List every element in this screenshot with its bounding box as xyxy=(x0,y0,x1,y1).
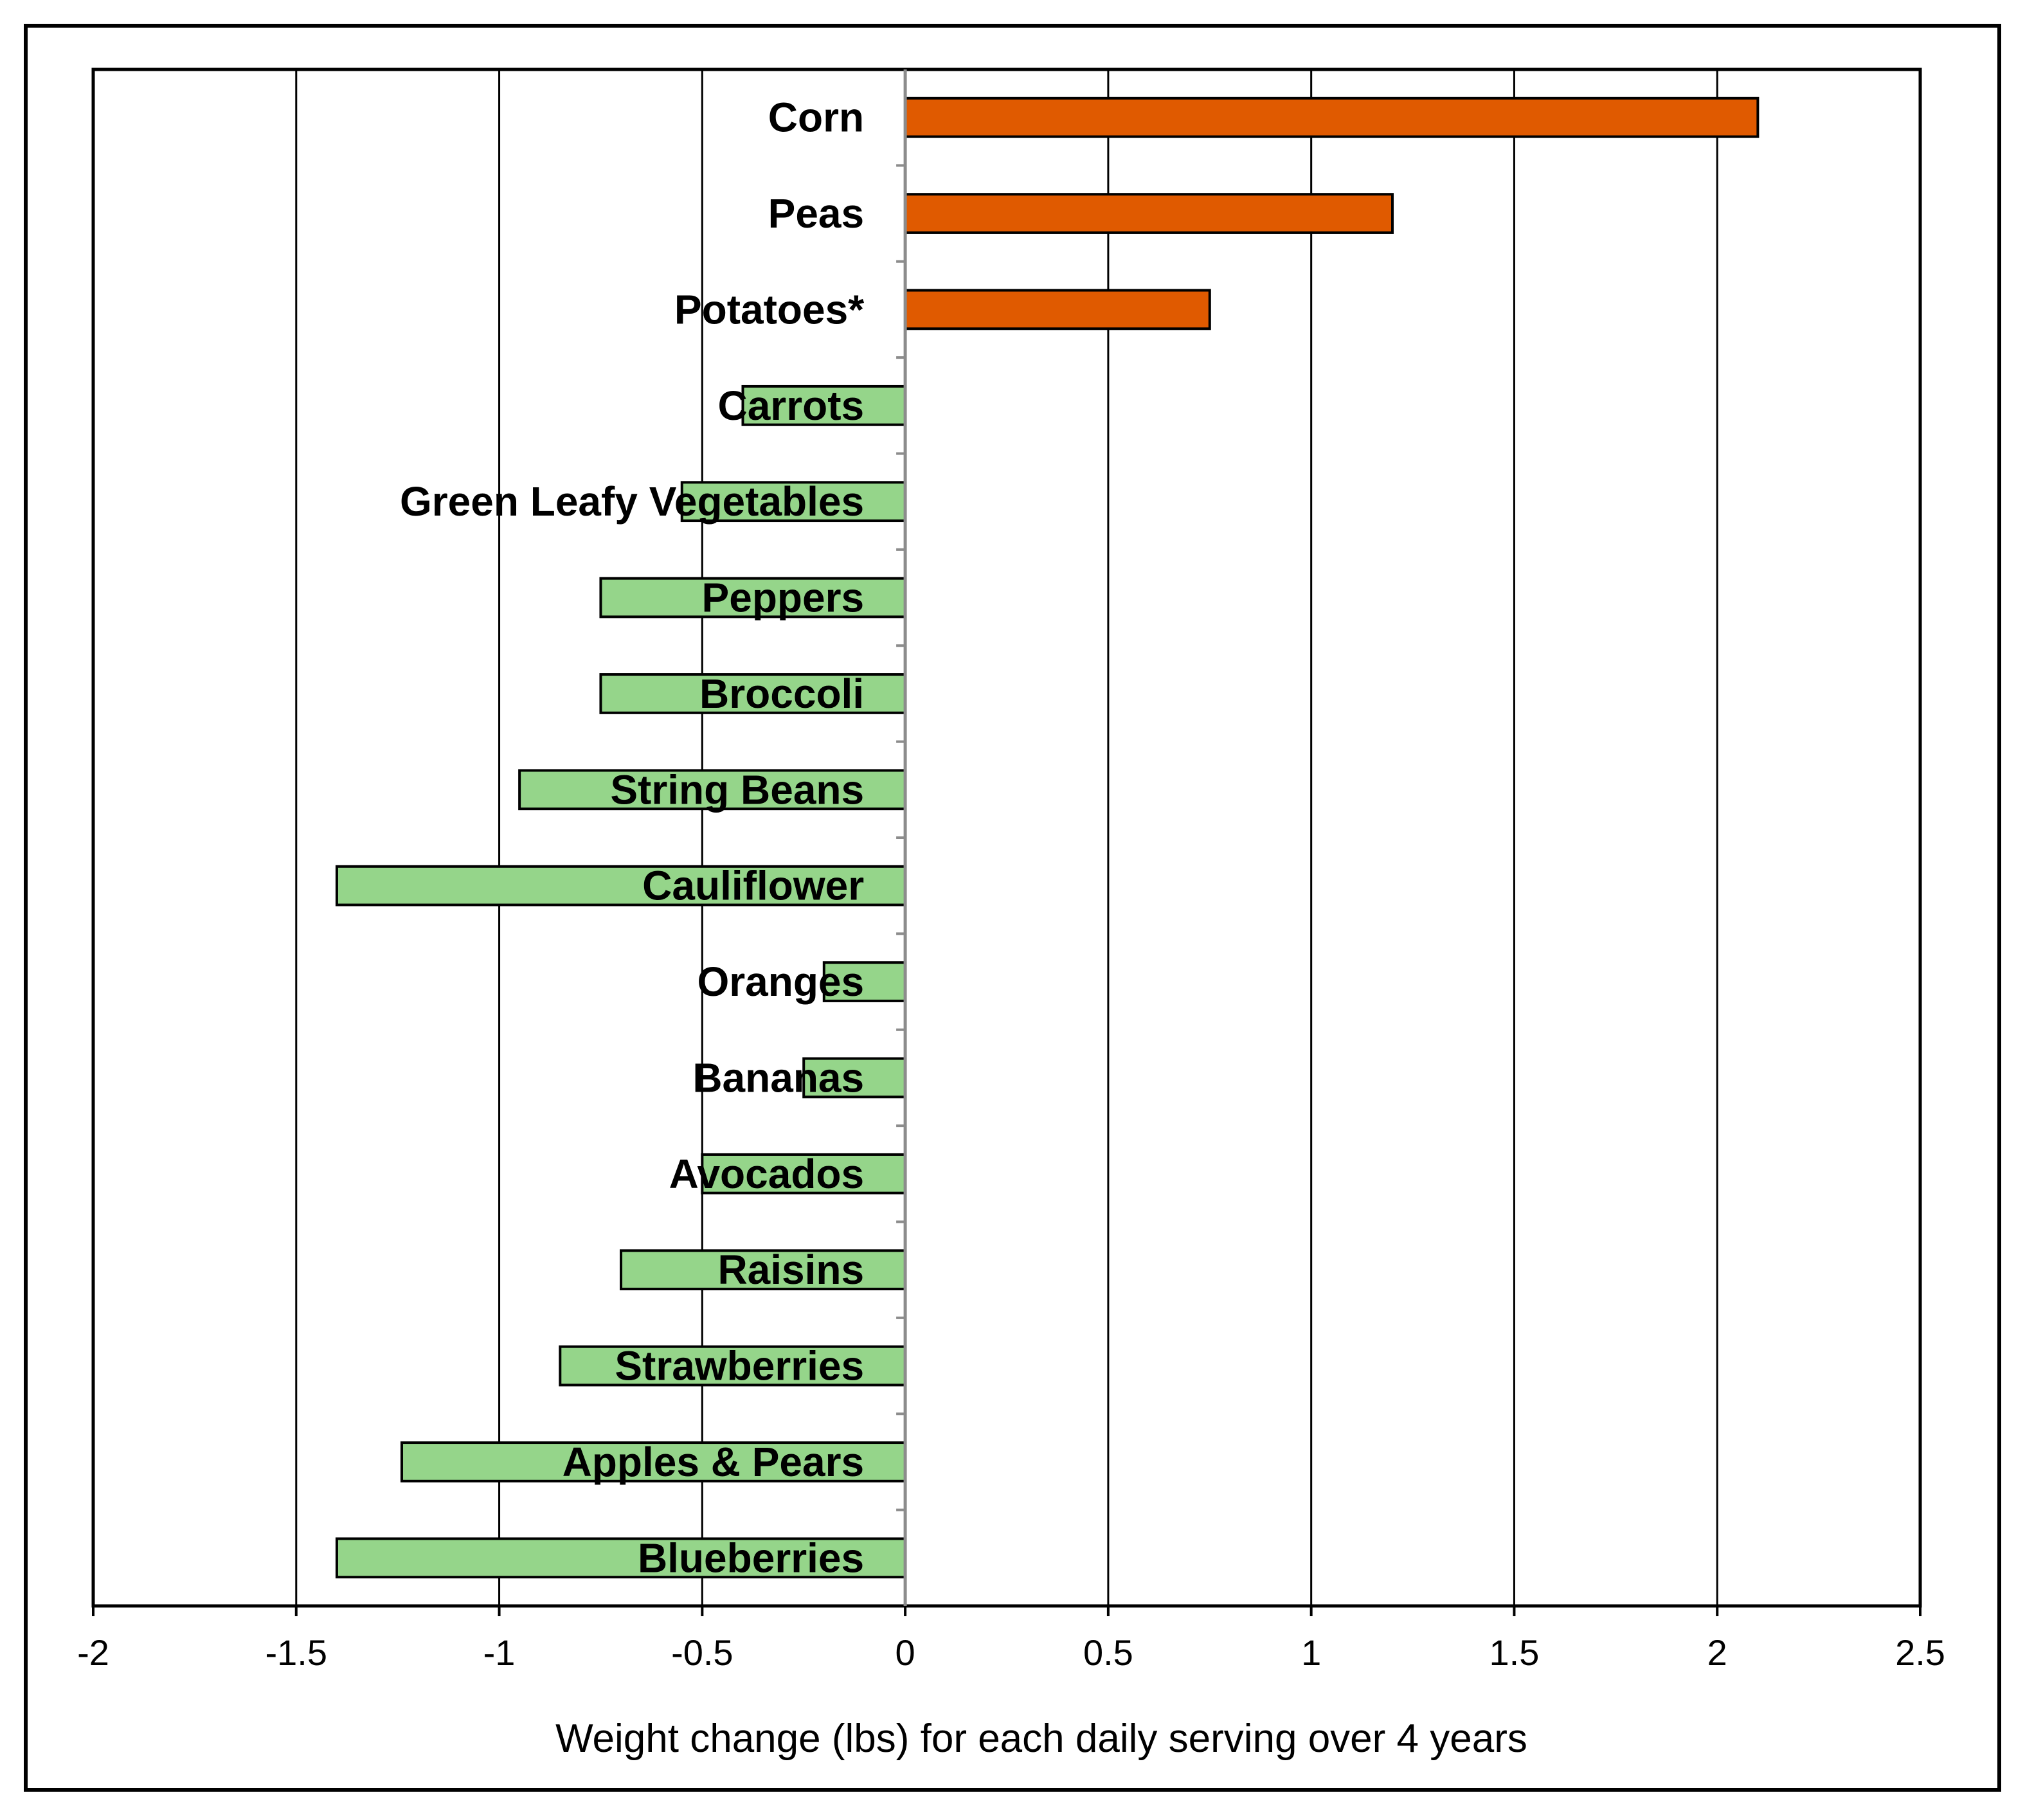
category-labels: Corn Peas Potatoes* Carrots Green Leafy Vege… xyxy=(400,95,864,1581)
category-label: String Beans xyxy=(610,766,864,813)
category-label: Carrots xyxy=(717,383,864,429)
x-tick-label: 1 xyxy=(1301,1632,1321,1673)
bar-string-beans xyxy=(518,769,907,811)
bar-peas xyxy=(904,193,1394,234)
bar-oranges xyxy=(822,961,907,1002)
category-label: Avocados xyxy=(669,1151,865,1197)
x-tick-label: 0 xyxy=(896,1632,915,1673)
category-label: Peas xyxy=(768,190,864,237)
bar-green-leafy-vegetables xyxy=(680,481,907,523)
category-label: Bananas xyxy=(692,1054,864,1101)
category-label: Corn xyxy=(768,95,864,141)
bar-blueberries xyxy=(335,1537,907,1579)
category-label: Green Leafy Vegetables xyxy=(400,478,864,525)
category-label: Apples & Pears xyxy=(562,1439,865,1485)
category-label: Blueberries xyxy=(638,1535,864,1581)
x-axis-title: Weight change (lbs) for each daily servi… xyxy=(555,1716,1527,1761)
bar-peppers xyxy=(599,577,907,618)
x-tick-label: -2 xyxy=(77,1632,109,1673)
bar-apples-pears xyxy=(400,1441,907,1482)
category-label: Potatoes* xyxy=(674,286,864,332)
category-label: Strawberries xyxy=(615,1343,864,1389)
grid-lines xyxy=(91,68,1922,1608)
bar-potatoes xyxy=(904,289,1211,330)
axes: -2 -1.5 -1 -0.5 0 0.5 1 1.5 2 2.5 xyxy=(77,69,1945,1673)
category-label: Peppers xyxy=(702,575,865,621)
bar-avocados xyxy=(701,1153,907,1194)
category-label: Raisins xyxy=(717,1247,864,1293)
x-tick-label: -1.5 xyxy=(266,1632,328,1673)
x-tick-label: -0.5 xyxy=(671,1632,734,1673)
category-label: Broccoli xyxy=(699,671,864,717)
x-tick-label: 2.5 xyxy=(1895,1632,1945,1673)
x-tick-label: 0.5 xyxy=(1083,1632,1133,1673)
bar-carrots xyxy=(741,384,907,426)
bar-bananas xyxy=(802,1057,907,1099)
bar-corn xyxy=(904,96,1760,138)
category-label: Oranges xyxy=(697,959,864,1005)
x-tick-label: 1.5 xyxy=(1490,1632,1540,1673)
x-tick-label: 2 xyxy=(1707,1632,1727,1673)
category-label: Cauliflower xyxy=(642,863,864,909)
x-tick-label: -1 xyxy=(483,1632,516,1673)
bar-cauliflower xyxy=(335,865,907,906)
bar-broccoli xyxy=(599,673,907,714)
